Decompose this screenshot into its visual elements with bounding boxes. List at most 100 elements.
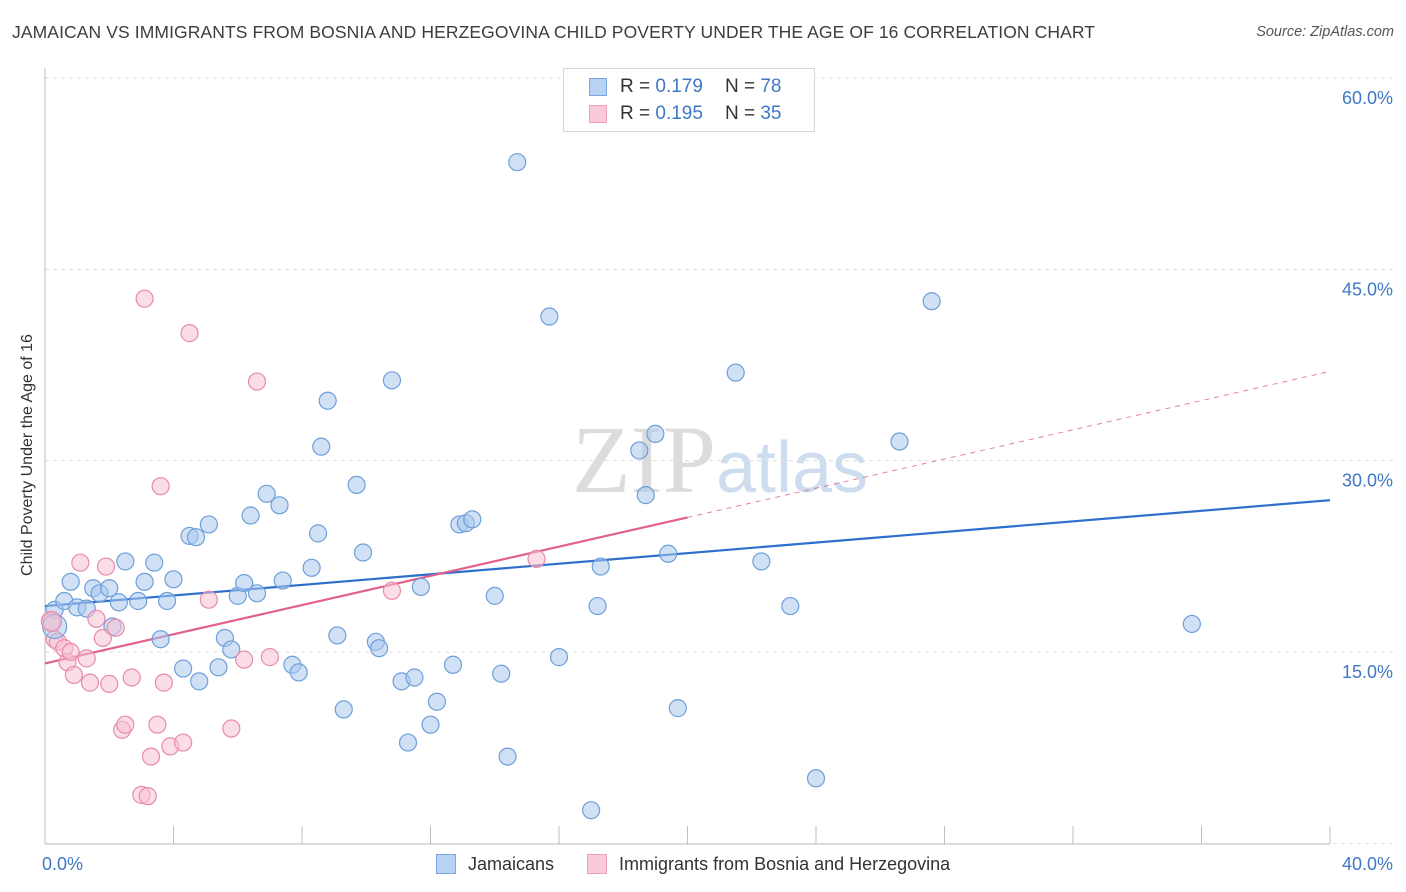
jamaican-point bbox=[582, 801, 601, 820]
y-tick-label: 60.0% bbox=[1342, 88, 1393, 108]
jamaican-point bbox=[109, 593, 128, 612]
legend-item-jamaicans[interactable]: Jamaicans bbox=[436, 854, 554, 875]
bosnia-point bbox=[527, 549, 546, 568]
jamaican-point bbox=[190, 672, 209, 691]
legend-item-bosnia[interactable]: Immigrants from Bosnia and Herzegovina bbox=[587, 854, 950, 875]
bosnia-point bbox=[116, 715, 135, 734]
jamaican-point bbox=[273, 571, 292, 590]
bosnia-point bbox=[93, 628, 112, 648]
jamaican-point bbox=[270, 496, 289, 515]
r-value: 0.195 bbox=[655, 103, 703, 124]
jamaican-point bbox=[164, 570, 183, 589]
bosnia-point bbox=[135, 289, 154, 308]
bosnia-point bbox=[122, 668, 141, 687]
jamaican-point bbox=[922, 292, 941, 311]
jamaican-point bbox=[328, 626, 347, 645]
jamaican-point bbox=[726, 363, 745, 382]
jamaican-point bbox=[806, 769, 826, 788]
bosnia-point bbox=[235, 650, 254, 669]
stats-legend: R = 0.179 N = 78 R = 0.195 N = 35 bbox=[563, 68, 815, 132]
bosnia-point bbox=[174, 733, 193, 752]
bosnia-point bbox=[141, 747, 161, 766]
jamaican-point bbox=[209, 658, 228, 677]
jamaican-point bbox=[247, 584, 267, 603]
x-tick-label: 40.0% bbox=[1342, 854, 1393, 874]
jamaican-point bbox=[257, 484, 276, 503]
jamaican-point bbox=[308, 524, 328, 543]
bosnia-point bbox=[151, 477, 170, 496]
jamaican-point bbox=[492, 664, 511, 683]
bosnia-point bbox=[61, 642, 80, 662]
jamaican-point bbox=[186, 528, 206, 547]
bosnia-point bbox=[180, 324, 199, 343]
jamaican-point bbox=[318, 391, 337, 410]
jamaican-point bbox=[302, 558, 321, 577]
jamaican-point bbox=[659, 544, 678, 563]
legend-label-bosnia: Immigrants from Bosnia and Herzegovina bbox=[619, 853, 951, 874]
bosnia-point bbox=[148, 715, 167, 734]
bosnia-point bbox=[247, 372, 267, 391]
bosnia-point bbox=[71, 553, 90, 572]
bosnia-point bbox=[260, 648, 279, 667]
jamaican-point bbox=[235, 574, 254, 593]
jamaican-point bbox=[353, 543, 373, 562]
jamaican-point bbox=[312, 437, 331, 456]
jamaican-point bbox=[199, 515, 218, 534]
jamaican-point bbox=[636, 486, 655, 505]
jamaican-point bbox=[781, 596, 800, 616]
bosnia-point bbox=[96, 557, 116, 576]
y-tick-label: 15.0% bbox=[1342, 662, 1393, 682]
bosnia-point bbox=[87, 609, 106, 628]
r-value: 0.179 bbox=[655, 76, 703, 97]
jamaican-point bbox=[411, 577, 430, 597]
x-tick-label: 0.0% bbox=[42, 854, 83, 874]
jamaican-point bbox=[668, 699, 687, 718]
jamaican-point bbox=[222, 640, 241, 659]
jamaican-point bbox=[1182, 614, 1201, 634]
y-tick-label: 45.0% bbox=[1342, 279, 1393, 299]
watermark: ZIPatlas bbox=[572, 406, 868, 513]
jamaican-point bbox=[630, 441, 649, 460]
jamaican-point bbox=[540, 307, 559, 326]
jamaican-point bbox=[289, 663, 308, 682]
jamaican-point bbox=[241, 506, 260, 525]
bosnia-point bbox=[100, 674, 119, 693]
jamaican-point bbox=[129, 591, 148, 611]
n-label: N = bbox=[724, 76, 756, 97]
jamaican-point bbox=[588, 596, 607, 616]
bosnia-trend-line bbox=[44, 516, 688, 665]
jamaican-point bbox=[157, 591, 177, 611]
jamaican-point bbox=[591, 557, 610, 576]
bosnia-point bbox=[199, 590, 218, 609]
jamaican-point bbox=[151, 630, 170, 649]
bosnia-point bbox=[40, 610, 63, 632]
bosnia-point bbox=[77, 649, 96, 668]
jamaican-point bbox=[498, 747, 517, 766]
stats-row-jamaicans: R = 0.179 N = 78 bbox=[589, 75, 781, 99]
chart-title: JAMAICAN VS IMMIGRANTS FROM BOSNIA AND H… bbox=[12, 22, 1096, 42]
jamaican-point bbox=[334, 700, 353, 719]
n-value: 35 bbox=[760, 103, 782, 124]
bosnia-point bbox=[222, 719, 241, 738]
jamaican-point bbox=[174, 659, 193, 678]
y-tick-label: 30.0% bbox=[1342, 471, 1393, 491]
jamaican-point bbox=[890, 432, 909, 451]
jamaican-point bbox=[427, 692, 447, 711]
r-label: R = bbox=[620, 103, 651, 124]
jamaican-point bbox=[752, 552, 771, 571]
jamaicans-legend-swatch bbox=[436, 854, 456, 874]
jamaican-point bbox=[135, 572, 154, 591]
jamaican-point bbox=[398, 733, 418, 752]
bosnia-point bbox=[138, 787, 157, 806]
jamaican-point bbox=[145, 553, 164, 572]
jamaican-point bbox=[549, 648, 569, 667]
r-label: R = bbox=[620, 76, 651, 97]
n-label: N = bbox=[724, 103, 756, 124]
jamaican-point bbox=[646, 424, 665, 443]
jamaican-point bbox=[347, 475, 366, 495]
bosnia-point bbox=[80, 673, 100, 692]
series-legend: Jamaicans Immigrants from Bosnia and Her… bbox=[436, 852, 983, 876]
bosnia-point bbox=[382, 581, 402, 600]
jamaican-point bbox=[508, 153, 527, 172]
